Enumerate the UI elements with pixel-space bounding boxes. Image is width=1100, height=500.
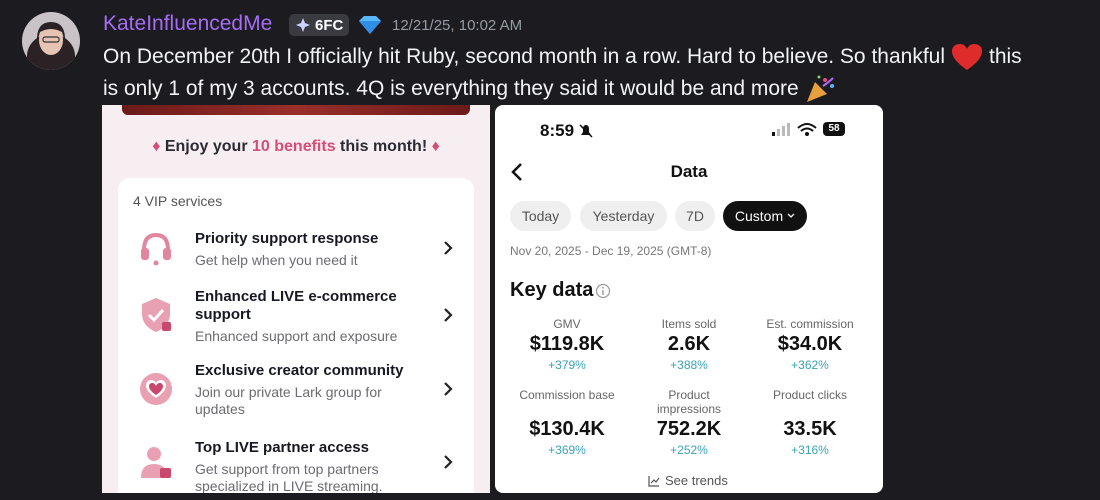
benefits-banner: ♦ Enjoy your 10 benefits this month! ♦ (102, 138, 490, 156)
metric-value: $34.0K (777, 333, 843, 355)
gem-icon (359, 16, 381, 34)
banner-strip (122, 105, 470, 115)
screenshot-data: 8:59 58 Data Today Yesterday 7D Custom N… (495, 105, 883, 493)
metric-value: 752.2K (656, 418, 722, 440)
chip-caret (787, 213, 795, 218)
battery: 58 (823, 122, 845, 136)
chevrons (444, 241, 453, 469)
info-icon[interactable] (595, 283, 611, 299)
person-icon (141, 447, 171, 478)
message-text: this (989, 45, 1022, 68)
date-range: Nov 20, 2025 - Dec 19, 2025 (GMT-8) (510, 244, 712, 258)
diamond: ♦ (152, 138, 161, 155)
chip[interactable]: 7D (675, 201, 715, 231)
item-desc: Join our private Lark group for updates (195, 384, 382, 417)
chip-active[interactable]: Custom (723, 201, 807, 231)
metric-label: GMV (553, 317, 581, 331)
vip-item[interactable]: Top LIVE partner access Get support from… (195, 439, 435, 493)
page-title: Data (670, 162, 708, 181)
metric-value: $130.4K (529, 418, 605, 440)
item-title: Top LIVE partner access (195, 439, 369, 456)
item-desc: Get support from top partners specialize… (195, 461, 383, 493)
message-text: is only 1 of my 3 accounts. 4Q is everyt… (103, 77, 799, 100)
metric-change: +369% (548, 443, 586, 457)
chip-text: Custom (734, 208, 784, 224)
see-trends[interactable]: See trends (648, 473, 728, 488)
metric-change: +362% (791, 358, 829, 372)
banner-highlight: 10 benefits (252, 138, 336, 155)
card-title: 4 VIP services (133, 193, 223, 209)
vip-item[interactable]: Priority support response Get help when … (195, 230, 435, 269)
item-title: Enhanced LIVE e-commerce support (195, 288, 397, 323)
back-button[interactable] (509, 161, 525, 183)
item-desc: Get help when you need it (195, 252, 358, 268)
metric-change: +379% (548, 358, 586, 372)
badge-icon (296, 18, 310, 32)
shield-icon (142, 298, 171, 332)
metric-value: 2.6K (667, 333, 711, 355)
vip-item[interactable]: Enhanced LIVE e-commerce support Enhance… (195, 288, 435, 345)
item-title: Exclusive creator community (195, 362, 404, 379)
trends-text: See trends (665, 473, 728, 488)
metric-change: +316% (791, 443, 829, 457)
chip[interactable]: Today (510, 201, 571, 231)
timestamp: 12/21/25, 10:02 AM (392, 17, 523, 34)
metric-value: $119.8K (529, 333, 605, 355)
item-title: Priority support response (195, 230, 379, 247)
message-line: is only 1 of my 3 accounts. 4Q is everyt… (103, 74, 837, 104)
metric-label: Items sold (661, 317, 717, 331)
screenshot-benefits: ♦ Enjoy your 10 benefits this month! ♦ 4… (102, 105, 490, 493)
mute-icon (579, 124, 593, 138)
metric-label: Commission base (519, 388, 615, 402)
clan-badge[interactable]: 6FC (289, 14, 350, 36)
vip-card: 4 VIP services Priority support response… (118, 178, 474, 493)
message-text: On December 20th I officially hit Ruby, … (103, 45, 945, 68)
avatar[interactable] (22, 12, 80, 70)
chip[interactable]: Yesterday (580, 201, 667, 231)
banner-text: Enjoy your (164, 138, 248, 155)
trend-icon (648, 475, 660, 487)
metric-label: Product clicks (772, 388, 848, 402)
metric-change: +388% (670, 358, 708, 372)
section-title: Key data (510, 279, 594, 301)
metric-change: +252% (670, 443, 708, 457)
message-line: On December 20th I officially hit Ruby, … (103, 43, 1022, 71)
heart-emoji (952, 44, 982, 70)
party-emoji (806, 75, 834, 102)
status-time: 8:59 (540, 121, 575, 140)
heart-icon (140, 373, 172, 405)
metric-label: Product impressions (656, 388, 722, 416)
item-desc: Enhanced support and exposure (195, 328, 398, 344)
metric-label: Est. commission (766, 317, 854, 331)
metric-value: 33.5K (783, 418, 837, 440)
signal-wifi (772, 123, 817, 136)
username[interactable]: KateInfluencedMe (103, 12, 273, 35)
banner-text: this month! (340, 138, 428, 155)
badge-text: 6FC (315, 16, 344, 34)
diamond: ♦ (431, 138, 440, 155)
vip-item[interactable]: Exclusive creator community Join our pri… (195, 362, 435, 418)
headset-icon (141, 232, 171, 266)
